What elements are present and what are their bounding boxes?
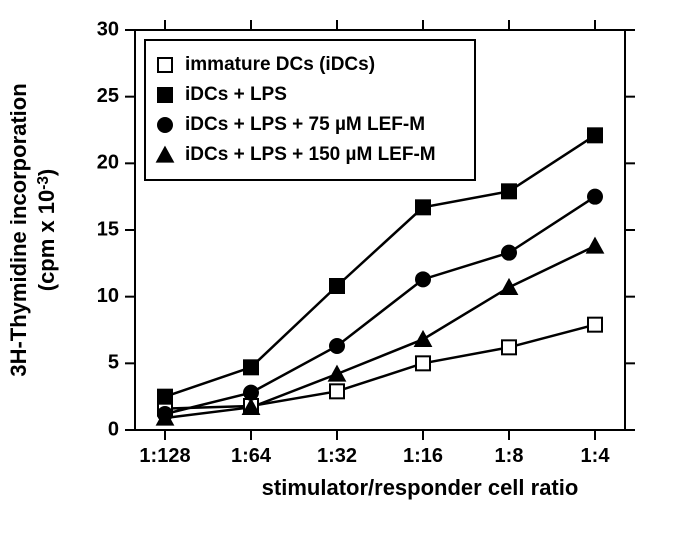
y-tick-label: 20: [97, 152, 119, 174]
y-tick-label: 25: [97, 85, 119, 107]
line-chart: 0 5 10 15 20 25 30 1:128 1:64 1:32 1:16 1:8 1:4stimu…: [0, 0, 685, 533]
y-tick-label: 30: [97, 18, 119, 40]
y-tick-label: 10: [97, 285, 119, 307]
x-tick-label: 1:128: [139, 445, 190, 467]
series-line: [165, 197, 595, 414]
x-tick-label: 1:4: [581, 445, 611, 467]
series-line: [165, 325, 595, 409]
y-tick-label: 15: [97, 218, 119, 240]
x-tick-label: 1:8: [495, 445, 524, 467]
x-axis-title: stimulator/responder cell ratio: [262, 475, 579, 500]
legend-label: iDCs + LPS + 150 µM LEF-M: [185, 144, 436, 165]
x-tick-label: 1:32: [317, 445, 357, 467]
chart-container: 0 5 10 15 20 25 30 1:128 1:64 1:32 1:16 1:8 1:4stimu…: [0, 0, 685, 533]
y-axis-title-line1: 3H-Thymidine incorporation: [6, 83, 31, 376]
y-axis-title-line2: (cpm x 10-3): [34, 169, 59, 292]
x-tick-label: 1:64: [231, 445, 272, 467]
legend-label: iDCs + LPS: [185, 84, 287, 105]
y-tick-label: 5: [108, 352, 119, 374]
series-line: [165, 246, 595, 418]
legend-label: iDCs + LPS + 75 µM LEF-M: [185, 114, 425, 135]
legend-label: immature DCs (iDCs): [185, 54, 375, 75]
x-tick-label: 1:16: [403, 445, 443, 467]
y-tick-label: 0: [108, 418, 119, 440]
legend: immature DCs (iDCs) iDCs + LPS iDCs + LPS …: [145, 40, 475, 180]
